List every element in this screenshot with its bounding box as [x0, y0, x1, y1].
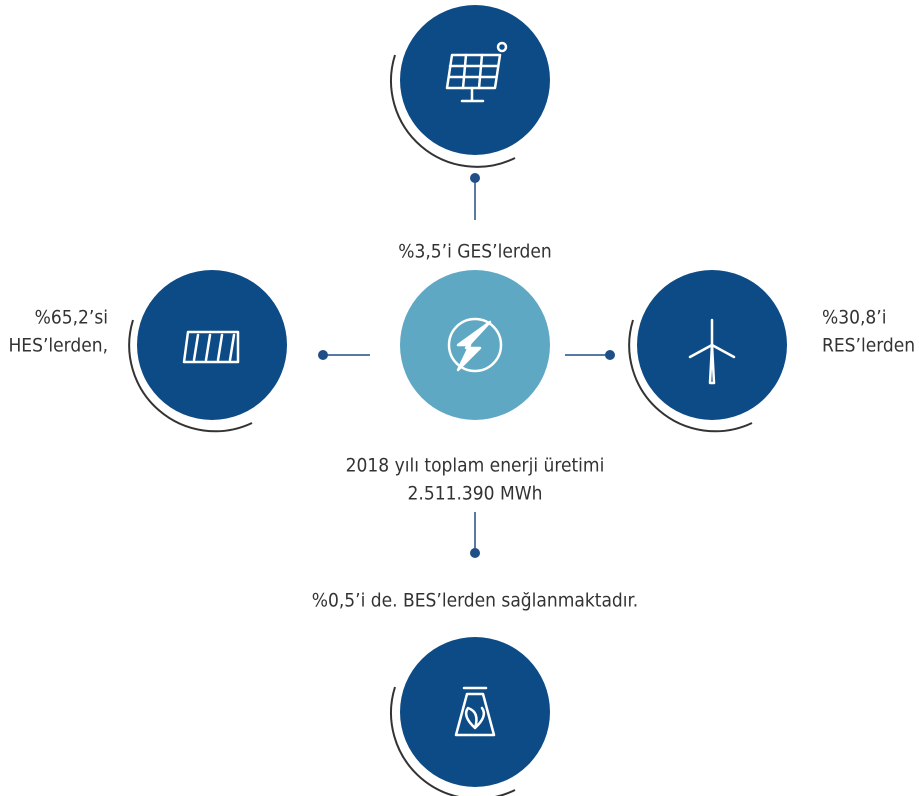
connector-dot — [318, 350, 328, 360]
hydro-label: HES’lerden, — [8, 335, 108, 357]
bio-label: %0,5’i de. BES’lerden sağlanmaktadır. — [312, 590, 638, 612]
bio-icon — [454, 686, 496, 737]
center-title: 2018 yılı toplam enerji üretimi — [346, 455, 605, 477]
hydro-circle — [137, 270, 287, 420]
wind-icon — [688, 318, 736, 385]
hydro-label: %65,2’si — [35, 307, 108, 329]
center-circle — [400, 270, 550, 420]
ring-arc — [128, 319, 253, 433]
connector-dot — [605, 350, 615, 360]
wind-label: RES’lerden — [822, 335, 915, 357]
ring-arc — [390, 686, 516, 796]
lightning-icon — [447, 317, 503, 373]
connector-dot — [470, 548, 480, 558]
wind-label: %30,8’i — [822, 307, 886, 329]
ring-arc — [390, 54, 516, 168]
connector-dot — [470, 173, 480, 183]
center-value: 2.511.390 MWh — [408, 483, 543, 505]
solar-icon — [445, 41, 508, 103]
hydro-icon — [182, 330, 240, 364]
solar-circle — [400, 5, 550, 155]
solar-label: %3,5’i GES’lerden — [398, 241, 552, 263]
ring-arc — [628, 319, 753, 433]
